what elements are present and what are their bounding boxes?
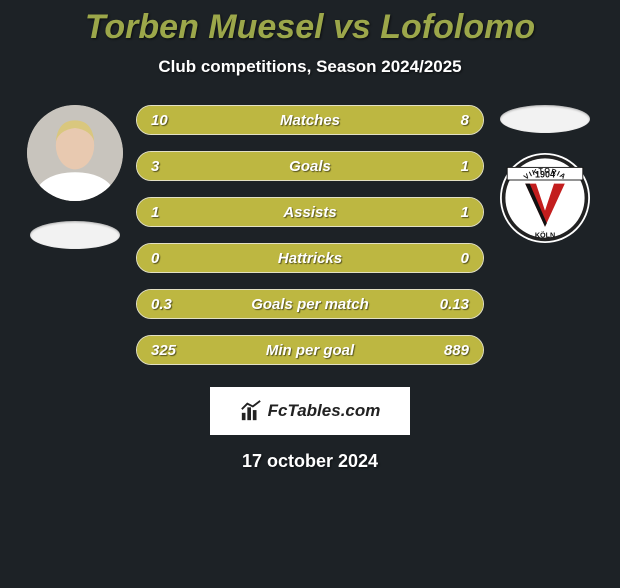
bar-fill-right xyxy=(310,244,483,272)
page-title: Torben Muesel vs Lofolomo xyxy=(0,8,620,47)
chart-icon xyxy=(240,400,262,422)
stat-value-right: 0.13 xyxy=(440,296,469,313)
stat-value-right: 1 xyxy=(461,158,469,175)
comparison-content: 10Matches8 3Goals1 1Assists1 0Hattricks0 0.3… xyxy=(0,105,620,365)
stat-bars: 10Matches8 3Goals1 1Assists1 0Hattricks0 0.3… xyxy=(130,105,490,365)
club-badge-right: 1904 VIKTORIA KÖLN xyxy=(500,153,590,243)
stat-bar: 3Goals1 xyxy=(136,151,484,181)
stat-value-right: 0 xyxy=(461,250,469,267)
bar-fill-right xyxy=(327,106,483,134)
stat-value-right: 8 xyxy=(461,112,469,129)
bar-fill-left xyxy=(137,244,310,272)
bar-fill-left xyxy=(137,152,397,180)
left-player-column xyxy=(20,105,130,249)
stat-bar: 0.3Goals per match0.13 xyxy=(136,289,484,319)
right-player-column: 1904 VIKTORIA KÖLN xyxy=(490,105,600,243)
stat-value-left: 325 xyxy=(151,342,176,359)
club-badge-icon: 1904 VIKTORIA KÖLN xyxy=(500,153,590,243)
stat-bar: 10Matches8 xyxy=(136,105,484,135)
stat-value-right: 1 xyxy=(461,204,469,221)
stat-value-left: 10 xyxy=(151,112,168,129)
svg-text:KÖLN: KÖLN xyxy=(535,231,555,240)
stat-value-left: 0 xyxy=(151,250,159,267)
brand-badge: FcTables.com xyxy=(210,387,410,435)
stat-value-left: 3 xyxy=(151,158,159,175)
brand-text: FcTables.com xyxy=(268,401,381,421)
stat-bar: 0Hattricks0 xyxy=(136,243,484,273)
stat-bar: 325Min per goal889 xyxy=(136,335,484,365)
stat-value-left: 1 xyxy=(151,204,159,221)
bar-fill-left xyxy=(137,198,310,226)
player-avatar-left xyxy=(27,105,123,201)
subtitle: Club competitions, Season 2024/2025 xyxy=(0,57,620,77)
bar-fill-right xyxy=(310,198,483,226)
bar-fill-left xyxy=(137,290,379,318)
bar-fill-right xyxy=(397,152,484,180)
flag-right xyxy=(500,105,590,133)
flag-left xyxy=(30,221,120,249)
stat-value-right: 889 xyxy=(444,342,469,359)
stat-value-left: 0.3 xyxy=(151,296,172,313)
date-text: 17 october 2024 xyxy=(0,451,620,472)
avatar-placeholder-icon xyxy=(27,105,123,201)
stat-bar: 1Assists1 xyxy=(136,197,484,227)
